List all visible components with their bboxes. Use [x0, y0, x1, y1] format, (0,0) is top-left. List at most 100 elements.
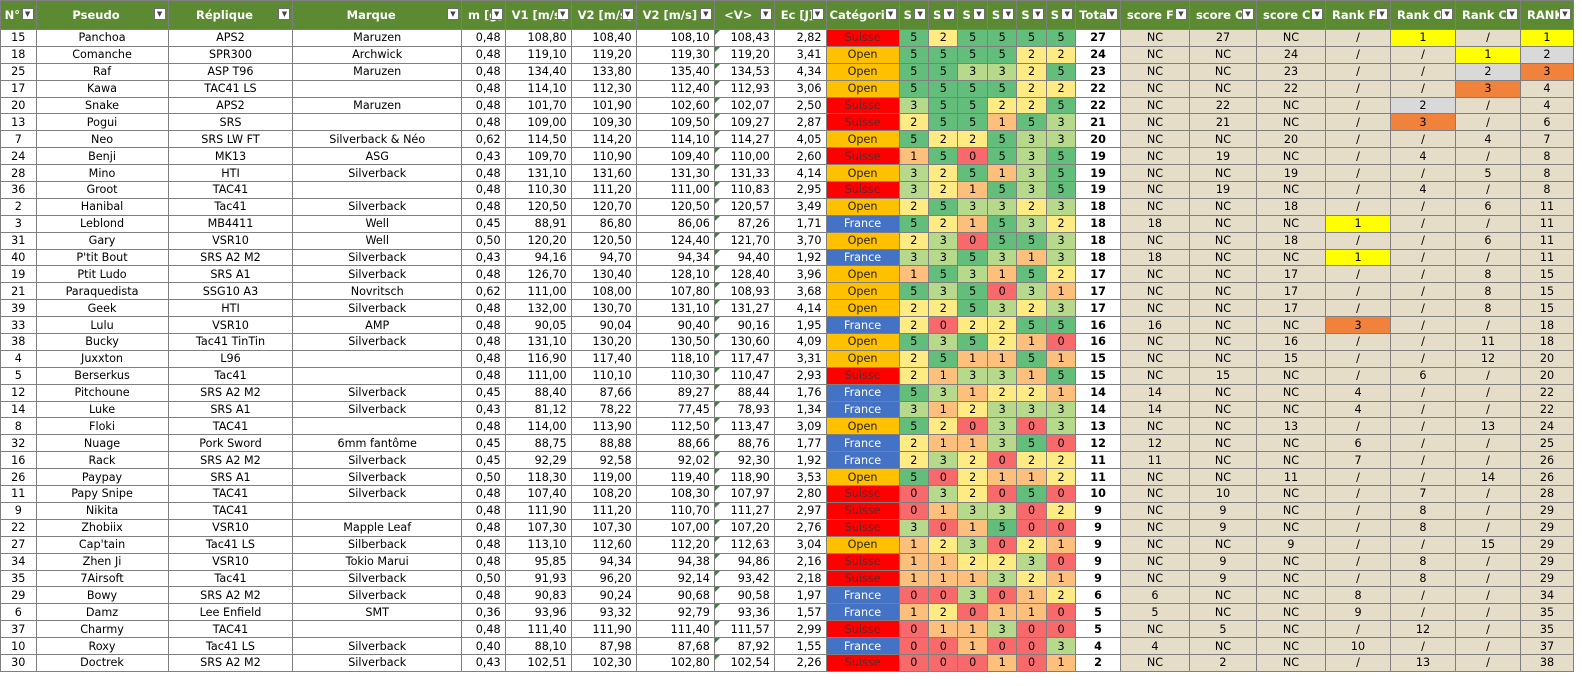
cell-pseudo[interactable]: Berserkus	[35, 366, 169, 385]
cell-ec[interactable]: 3,06	[773, 79, 827, 98]
cell-avg[interactable]: 112,63	[713, 535, 775, 554]
filter-dropdown-icon[interactable]: ▼	[1559, 8, 1571, 20]
cell-pseudo[interactable]: Pogui	[35, 113, 169, 132]
cell-rank-f[interactable]: /	[1325, 535, 1391, 554]
cell-n[interactable]: 21	[0, 282, 37, 301]
cell-v2b[interactable]: 94,38	[635, 552, 715, 571]
cell-m[interactable]: 0,45	[460, 383, 506, 402]
cell-s5[interactable]: 0	[1016, 417, 1047, 436]
cell-s3[interactable]: 1	[957, 569, 988, 588]
cell-v2a[interactable]: 108,40	[570, 29, 637, 47]
cell-category[interactable]: Suisse	[825, 552, 900, 571]
cell-score-c[interactable]: 13	[1255, 417, 1327, 436]
cell-score-c[interactable]: NC	[1255, 451, 1327, 470]
cell-total[interactable]: 19	[1075, 181, 1121, 199]
cell-rank-c[interactable]: 8	[1454, 282, 1521, 301]
cell-ec[interactable]: 2,60	[773, 147, 827, 166]
cell-avg[interactable]: 93,42	[713, 569, 775, 588]
table-row[interactable]: 8 Floki TAC41 0,48 114,00 113,90 112,50 113,47 3…	[0, 417, 1575, 436]
cell-s6[interactable]: 5	[1045, 164, 1077, 183]
cell-rank[interactable]: 11	[1519, 248, 1575, 267]
cell-score-f[interactable]: NC	[1119, 29, 1190, 47]
cell-avg[interactable]: 108,43	[713, 29, 775, 47]
cell-rank-c[interactable]: /	[1454, 620, 1521, 639]
cell-s1[interactable]: 5	[898, 130, 930, 149]
cell-ec[interactable]: 4,09	[773, 333, 827, 351]
cell-s4[interactable]: 5	[986, 231, 1018, 250]
cell-pseudo[interactable]: Luke	[35, 400, 169, 419]
cell-rank-f[interactable]: 6	[1325, 434, 1391, 453]
cell-s4[interactable]: 3	[986, 434, 1018, 453]
col-header-avg[interactable]: <V> ▼	[713, 0, 775, 30]
cell-score-o[interactable]: NC	[1188, 265, 1257, 284]
cell-rank[interactable]: 11	[1519, 231, 1575, 250]
cell-score-f[interactable]: NC	[1119, 518, 1190, 537]
cell-v2b[interactable]: 111,40	[635, 620, 715, 639]
cell-pseudo[interactable]: Mino	[35, 164, 169, 183]
cell-s2[interactable]: 1	[928, 434, 959, 453]
filter-dropdown-icon[interactable]: ▼	[1061, 8, 1074, 20]
cell-total[interactable]: 24	[1075, 45, 1121, 64]
cell-v1[interactable]: 110,30	[504, 181, 572, 199]
cell-rank-f[interactable]: /	[1325, 265, 1391, 284]
cell-s2[interactable]: 5	[928, 113, 959, 132]
cell-score-f[interactable]: NC	[1119, 45, 1190, 64]
cell-s2[interactable]: 1	[928, 620, 959, 639]
cell-v2b[interactable]: 110,70	[635, 501, 715, 520]
cell-s5[interactable]: 3	[1016, 164, 1047, 183]
cell-replique[interactable]: Tac41 TinTin	[167, 333, 294, 351]
cell-rank-f[interactable]: /	[1325, 164, 1391, 183]
cell-rank-c[interactable]: 4	[1454, 130, 1521, 149]
cell-rank-o[interactable]: /	[1390, 400, 1456, 419]
cell-s4[interactable]: 5	[986, 29, 1018, 47]
cell-v1[interactable]: 88,75	[504, 434, 572, 453]
cell-marque[interactable]: Silverback	[292, 468, 462, 487]
cell-v2b[interactable]: 120,50	[635, 197, 715, 216]
cell-m[interactable]: 0,43	[460, 400, 506, 419]
table-row[interactable]: 39 Geek HTI Silverback 0,48 132,00 130,70 131,1…	[0, 299, 1575, 318]
cell-v2b[interactable]: 77,45	[635, 400, 715, 419]
cell-rank[interactable]: 8	[1519, 181, 1575, 199]
cell-s3[interactable]: 5	[957, 79, 988, 98]
cell-s6[interactable]: 2	[1045, 265, 1077, 284]
cell-s5[interactable]: 2	[1016, 45, 1047, 64]
cell-score-f[interactable]: NC	[1119, 79, 1190, 98]
filter-dropdown-icon[interactable]: ▼	[1174, 8, 1187, 20]
cell-s4[interactable]: 0	[986, 535, 1018, 554]
cell-rank-f[interactable]: 4	[1325, 400, 1391, 419]
cell-rank-c[interactable]: /	[1454, 552, 1521, 571]
cell-rank-o[interactable]: /	[1390, 586, 1456, 605]
cell-pseudo[interactable]: Papy Snipe	[35, 485, 169, 503]
cell-score-f[interactable]: 16	[1119, 316, 1190, 335]
cell-s4[interactable]: 1	[986, 653, 1018, 672]
cell-s3[interactable]: 2	[957, 468, 988, 487]
cell-s5[interactable]: 5	[1016, 434, 1047, 453]
cell-v2a[interactable]: 96,20	[570, 569, 637, 588]
cell-v2a[interactable]: 130,70	[570, 299, 637, 318]
cell-rank-c[interactable]: /	[1454, 637, 1521, 655]
cell-score-c[interactable]: NC	[1255, 501, 1327, 520]
cell-replique[interactable]: Tac41	[167, 569, 294, 588]
cell-score-c[interactable]: NC	[1255, 214, 1327, 233]
cell-s6[interactable]: 1	[1045, 653, 1077, 672]
cell-category[interactable]: France	[825, 451, 900, 470]
cell-s2[interactable]: 2	[928, 130, 959, 149]
cell-s3[interactable]: 1	[957, 637, 988, 655]
cell-rank[interactable]: 26	[1519, 468, 1575, 487]
filter-dropdown-icon[interactable]: ▼	[1376, 8, 1388, 20]
cell-replique[interactable]: Tac41 LS	[167, 637, 294, 655]
table-row[interactable]: 2 Hanibal Tac41 Silverback 0,48 120,50 120,70 1…	[0, 197, 1575, 216]
cell-marque[interactable]	[292, 113, 462, 132]
cell-n[interactable]: 7	[0, 130, 37, 149]
cell-replique[interactable]: Tac41	[167, 197, 294, 216]
cell-v2a[interactable]: 107,30	[570, 518, 637, 537]
cell-s6[interactable]: 2	[1045, 214, 1077, 233]
cell-avg[interactable]: 118,90	[713, 468, 775, 487]
cell-m[interactable]: 0,48	[460, 181, 506, 199]
cell-s5[interactable]: 0	[1016, 620, 1047, 639]
cell-ec[interactable]: 1,76	[773, 383, 827, 402]
cell-ec[interactable]: 3,53	[773, 468, 827, 487]
cell-s2[interactable]: 0	[928, 653, 959, 672]
table-row[interactable]: 11 Papy Snipe TAC41 Silverback 0,48 107,40 108…	[0, 485, 1575, 503]
cell-m[interactable]: 0,48	[460, 164, 506, 183]
